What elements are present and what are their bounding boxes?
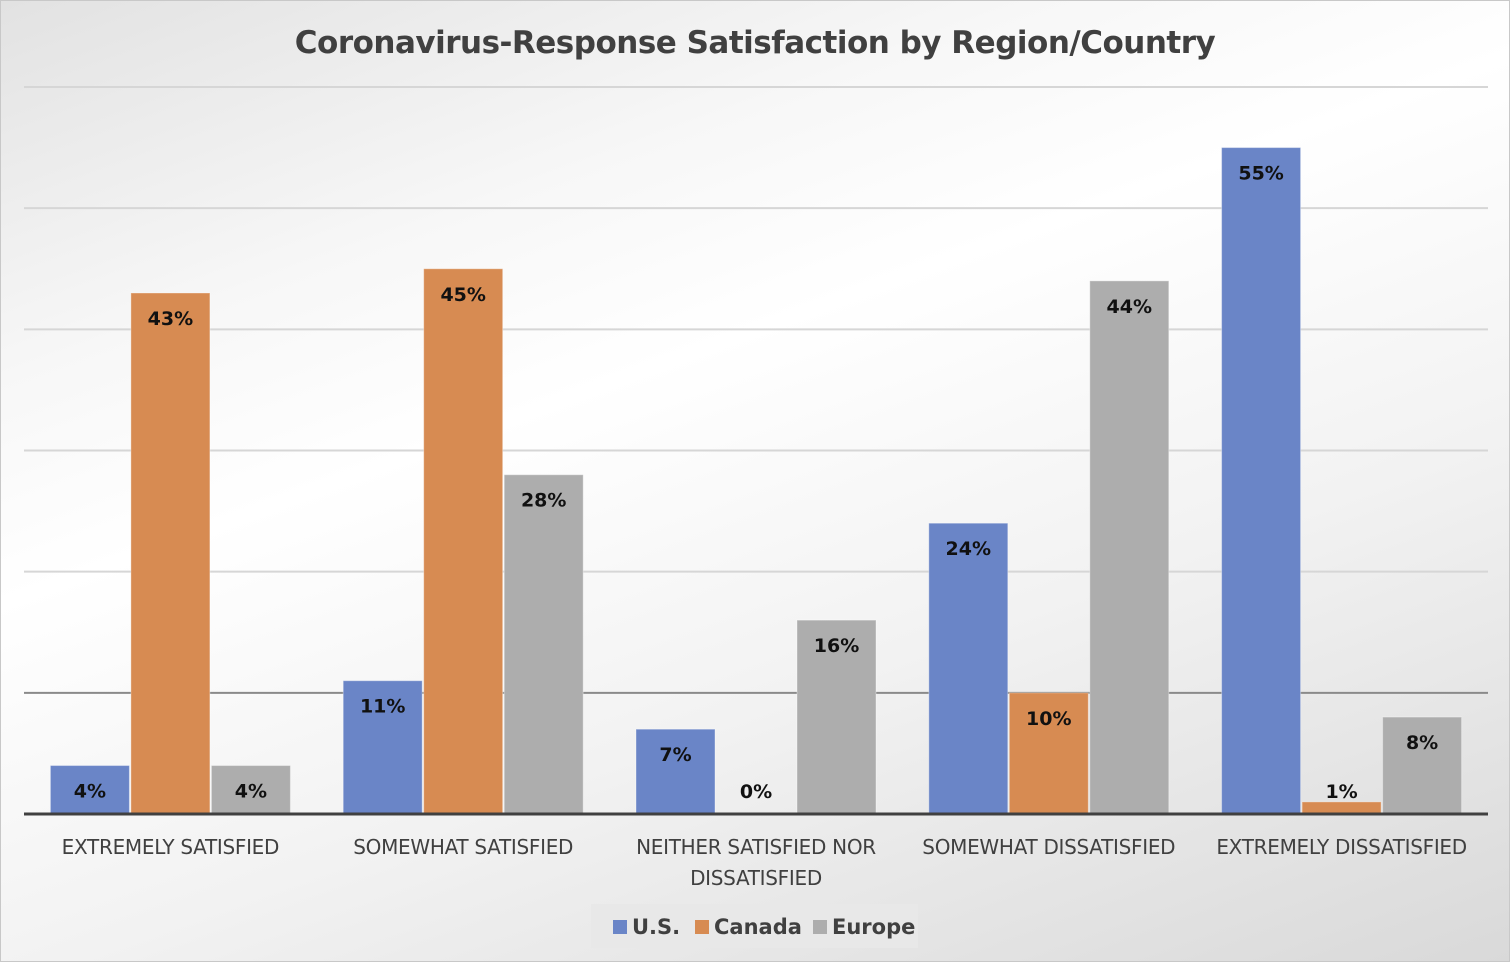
legend-label: Europe [832,915,915,939]
bar-canada [1008,692,1089,815]
bar-europe [796,619,877,815]
bar-us [635,728,716,815]
category-label: EXTREMELY SATISFIED [62,835,279,859]
bar-us [928,522,1009,815]
category-label: EXTREMELY DISSATISFIED [1216,835,1467,859]
legend-box [591,904,918,948]
data-label: 55% [1238,163,1283,185]
category-label: NEITHER SATISFIED NOR [636,835,876,859]
bar-canada [1301,801,1382,815]
bar-canada [423,268,504,815]
data-label: 24% [946,538,991,560]
category-labels: EXTREMELY SATISFIED SOMEWHAT SATISFIED NEI… [62,835,1467,890]
bar-europe [1382,716,1463,815]
data-label: 1% [1325,781,1357,803]
legend-swatch-europe [813,920,827,934]
bar-us [342,680,423,815]
bar-europe [210,765,291,815]
category-label: DISSATISFIED [690,866,822,890]
legend: U.S. Canada Europe [613,915,915,939]
data-label: 11% [360,696,405,718]
bar-europe [1089,280,1170,815]
category-label: SOMEWHAT SATISFIED [353,835,573,859]
data-label: 28% [521,490,566,512]
bars [49,147,1463,815]
data-label: 10% [1026,708,1071,730]
data-label: 0% [740,781,772,803]
data-label: 4% [235,781,267,803]
data-label: 43% [148,308,193,330]
bar-europe [503,474,584,815]
bar-us [1221,147,1302,815]
bar-canada [130,292,211,815]
data-label: 16% [814,635,859,657]
legend-swatch-canada [695,920,709,934]
data-label: 7% [659,744,691,766]
data-labels: 4% 43% 4% 11% 45% 28% 7% 0% 16% 24% 10% 44% 55% 1% 8% [74,163,1438,803]
data-label: 44% [1107,296,1152,318]
legend-swatch-us [613,920,627,934]
data-label: 4% [74,781,106,803]
data-label: 45% [440,284,485,306]
legend-label: Canada [714,915,802,939]
category-label: SOMEWHAT DISSATISFIED [922,835,1175,859]
chart-title: Coronavirus-Response Satisfaction by Reg… [295,25,1216,61]
data-label: 8% [1406,732,1438,754]
legend-label: U.S. [632,915,680,939]
